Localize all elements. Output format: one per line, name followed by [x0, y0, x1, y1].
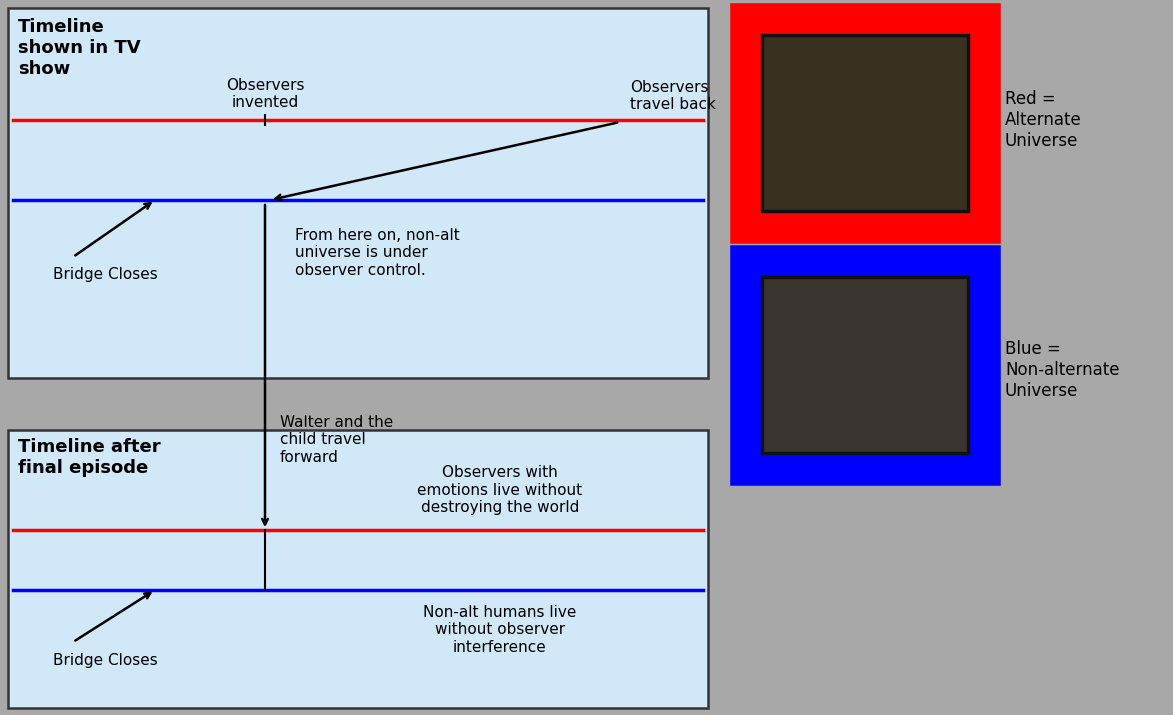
- Text: Non-alt humans live
without observer
interference: Non-alt humans live without observer int…: [423, 605, 577, 655]
- Text: Timeline
shown in TV
show: Timeline shown in TV show: [18, 18, 141, 78]
- FancyBboxPatch shape: [745, 18, 985, 228]
- Text: Bridge Closes: Bridge Closes: [53, 653, 157, 668]
- Text: Blue =
Non-alternate
Universe: Blue = Non-alternate Universe: [1005, 340, 1119, 400]
- Text: From here on, non-alt
universe is under
observer control.: From here on, non-alt universe is under …: [294, 228, 460, 278]
- FancyBboxPatch shape: [745, 260, 985, 470]
- Text: Observers
invented: Observers invented: [225, 78, 304, 110]
- Text: Walter and the
child travel
forward: Walter and the child travel forward: [280, 415, 393, 465]
- Text: Observers
travel back: Observers travel back: [630, 79, 716, 112]
- FancyBboxPatch shape: [762, 36, 967, 210]
- Text: Red =
Alternate
Universe: Red = Alternate Universe: [1005, 90, 1082, 150]
- Text: Observers with
emotions live without
destroying the world: Observers with emotions live without des…: [418, 465, 583, 515]
- FancyBboxPatch shape: [8, 8, 708, 378]
- FancyBboxPatch shape: [8, 430, 708, 708]
- Text: Bridge Closes: Bridge Closes: [53, 267, 157, 282]
- Text: Timeline after
final episode: Timeline after final episode: [18, 438, 161, 477]
- FancyBboxPatch shape: [762, 278, 967, 452]
